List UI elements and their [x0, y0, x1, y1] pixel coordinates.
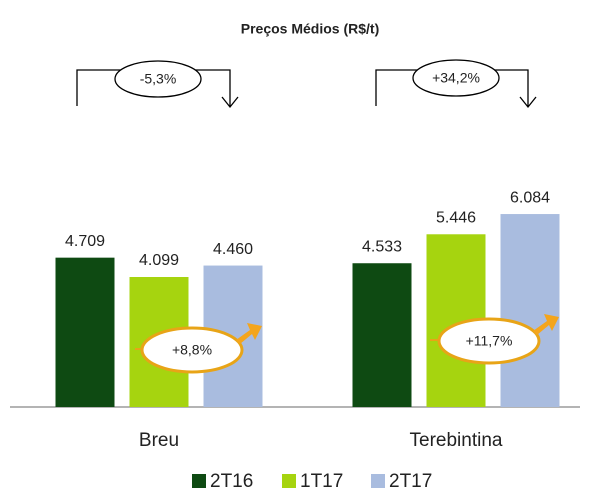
value-label: 4.709: [65, 233, 105, 250]
annotation-label: -5,3%: [140, 71, 177, 87]
legend-swatch: [192, 474, 206, 488]
annotation-label: +34,2%: [432, 70, 480, 86]
legend-label: 2T17: [389, 471, 432, 492]
x-tick-label: Breu: [139, 430, 179, 451]
bracket-annotation: +34,2%: [375, 59, 537, 109]
annotation-label: +11,7%: [466, 333, 513, 349]
legend-label: 2T16: [210, 471, 253, 492]
legend-swatch: [282, 474, 296, 488]
growth-annotation: +8,8%: [135, 323, 262, 374]
bars: [55, 214, 560, 407]
growth-annotation: +11,7%: [430, 314, 559, 365]
value-label: 4.460: [213, 241, 253, 258]
bar: [55, 257, 115, 407]
bar: [500, 214, 560, 407]
value-label: 6.084: [510, 189, 550, 206]
bracket-annotation: -5,3%: [76, 60, 239, 109]
chart-title: Preços Médios (R$/t): [241, 21, 379, 37]
value-label: 4.099: [139, 252, 179, 269]
legend-label: 1T17: [300, 471, 343, 492]
x-tick-label: Terebintina: [410, 430, 503, 451]
legend-swatch: [371, 474, 385, 488]
bar: [352, 263, 412, 407]
value-label: 5.446: [436, 210, 476, 227]
value-label: 4.533: [362, 238, 402, 255]
annotation-label: +8,8%: [172, 342, 212, 358]
